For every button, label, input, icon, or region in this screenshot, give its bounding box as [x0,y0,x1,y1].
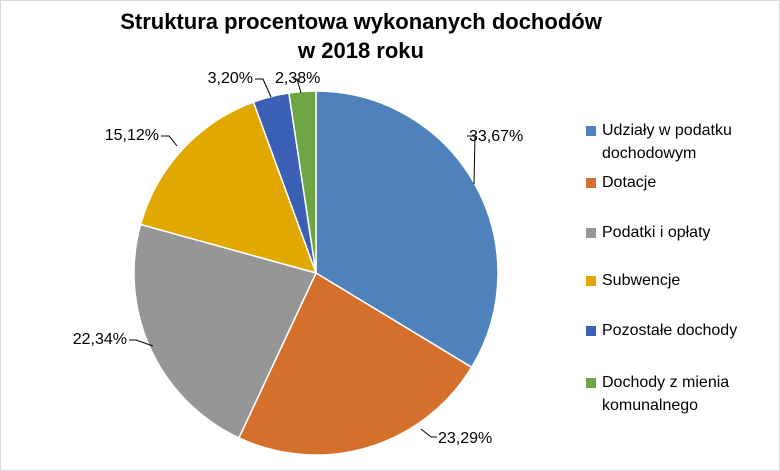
legend-item: Podatki i opłaty [586,223,772,244]
legend-label: Dotacje [602,171,772,194]
legend-label-line: Pozostałe dochody [602,322,738,339]
legend-swatch [586,228,596,238]
legend-label: Podatki i opłaty [602,221,772,244]
legend-swatch [586,276,596,286]
leader-line [255,78,272,98]
legend-label-line: Subwencje [602,272,681,289]
leader-lines [129,78,476,438]
chart-title-line-1: Struktura procentowa wykonanych dochodów [120,9,602,34]
data-labels: 33,67% 23,29% 22,34% 15,12% 3,20% 2,38% [73,70,524,447]
chart-title-line-2: w 2018 roku [298,38,424,63]
legend-item: Subwencje [586,271,772,292]
data-label: 33,67% [469,128,523,145]
pie-slice [139,101,318,275]
pie-slices [133,90,499,456]
leader-line [420,428,437,438]
legend-label-line: Udziały w podatku [602,122,732,139]
legend-item: Dochody z mienia komunalnego [586,373,772,417]
leader-line [467,135,476,185]
pie-slice [288,90,317,274]
leader-line [129,339,154,347]
legend-item: Pozostałe dochody [586,321,772,342]
data-label: 23,29% [438,430,492,447]
leader-line [293,78,302,94]
data-label: 22,34% [73,331,127,348]
legend-swatch [586,378,596,388]
legend-label: Pozostałe dochody [602,319,772,342]
legend-item: Dotacje [586,173,772,194]
chart-title: Struktura procentowa wykonanych dochodów… [1,7,721,65]
legend-swatch [586,126,596,136]
leader-line [161,135,178,147]
legend-item: Udziały w podatku dochodowym [586,121,772,165]
legend-label-line: komunalnego [602,397,699,414]
legend-label-line: Podatki i opłaty [602,224,711,241]
legend-swatch [586,178,596,188]
data-label: 2,38% [275,70,320,87]
legend-label: Dochody z mienia komunalnego [602,371,772,417]
pie-slice [237,271,473,456]
data-label: 15,12% [105,127,159,144]
data-label: 3,20% [208,70,253,87]
legend-label-line: Dotacje [602,174,657,191]
legend-swatch [586,326,596,336]
legend-label: Udziały w podatku dochodowym [602,119,772,165]
legend-label: Subwencje [602,269,772,292]
pie-slice [133,223,318,439]
legend-label-line: Dochody z mienia [602,374,730,391]
legend-label-line: dochodowym [602,145,697,162]
